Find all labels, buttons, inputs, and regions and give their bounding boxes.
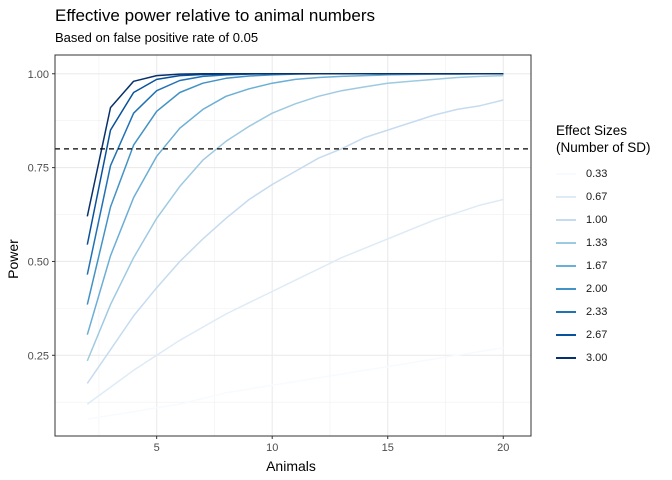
legend-item-3.00: 3.00: [556, 346, 651, 369]
y-tick-label: 1.00: [28, 69, 49, 81]
legend-key: [556, 287, 576, 290]
legend-item-1.67: 1.67: [556, 254, 651, 277]
legend-item-1.00: 1.00: [556, 208, 651, 231]
y-tick-label: 0.75: [28, 163, 49, 175]
series-line-1.00: [86, 99, 504, 384]
legend-label: 2.00: [586, 282, 608, 295]
series-line-1.33: [86, 74, 504, 362]
major-gridlines: [55, 55, 531, 436]
series-lines: [86, 73, 504, 420]
legend-item-0.67: 0.67: [556, 185, 651, 208]
legend-key: [556, 356, 576, 359]
x-tick-label: 10: [266, 442, 278, 454]
legend-item-1.33: 1.33: [556, 231, 651, 254]
legend-key: [556, 172, 576, 175]
legend-key: [556, 195, 576, 198]
x-tick-label: 15: [382, 442, 394, 454]
legend-label: 3.00: [586, 351, 608, 364]
legend-key: [556, 264, 576, 267]
legend-items: 0.33 0.67 1.00 1.33 1.67 2.00 2.33 2.67 3.00: [556, 162, 651, 369]
legend-item-2.67: 2.67: [556, 323, 651, 346]
x-axis: 5 10 15 20: [154, 436, 509, 454]
legend-label: 1.00: [586, 213, 608, 226]
series-line-0.67: [86, 198, 504, 405]
minor-gridlines: [55, 55, 531, 436]
x-tick-label: 5: [154, 442, 160, 454]
panel-frame: [54, 54, 532, 437]
x-tick-label: 20: [497, 442, 509, 454]
series-line-2.00: [86, 73, 504, 305]
series-line-2.67: [86, 73, 504, 245]
series-line-0.33: [87, 347, 504, 420]
legend-item-2.00: 2.00: [556, 277, 651, 300]
legend-label: 2.33: [586, 305, 608, 318]
legend-title: Effect Sizes (Number of SD): [556, 123, 651, 155]
legend-label: 0.33: [586, 167, 608, 180]
legend-key: [556, 310, 576, 313]
legend-item-0.33: 0.33: [556, 162, 651, 185]
legend-key: [556, 333, 576, 336]
chart-title: Effective power relative to animal numbe…: [55, 6, 376, 25]
legend-key: [556, 241, 576, 244]
legend-label: 2.67: [586, 328, 608, 341]
y-axis: 0.25 0.50 0.75 1.00: [28, 69, 55, 362]
legend: Effect Sizes (Number of SD) 0.33 0.67 1.00…: [556, 122, 651, 369]
y-tick-label: 0.25: [28, 350, 49, 362]
y-axis-label: Power: [5, 239, 21, 279]
legend-label: 1.67: [586, 259, 608, 272]
panel-border: [54, 54, 532, 437]
x-axis-label: Animals: [266, 458, 316, 474]
legend-item-2.33: 2.33: [556, 300, 651, 323]
legend-key: [556, 218, 576, 221]
legend-label: 1.33: [586, 236, 608, 249]
legend-label: 0.67: [586, 190, 608, 203]
series-line-3.00: [86, 73, 504, 217]
y-tick-label: 0.50: [28, 256, 49, 268]
chart-subtitle: Based on false positive rate of 0.05: [55, 30, 259, 45]
